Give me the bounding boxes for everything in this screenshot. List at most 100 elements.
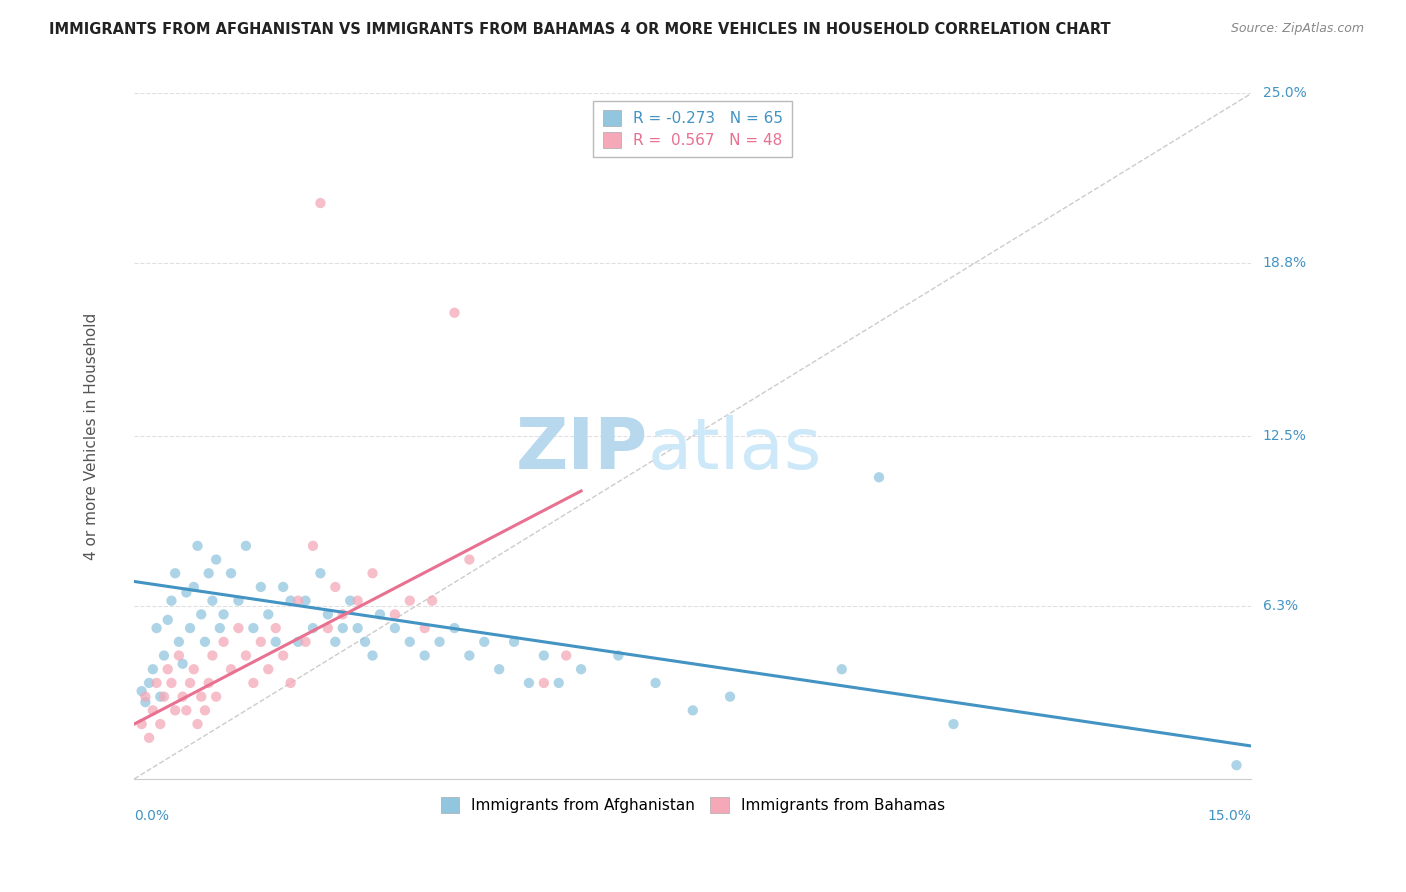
Point — [264, 635, 287, 649]
Point — [368, 607, 391, 622]
Point — [517, 676, 540, 690]
Point — [547, 676, 569, 690]
Point — [156, 613, 179, 627]
Point — [1225, 758, 1247, 772]
Point — [316, 621, 339, 635]
Point — [142, 703, 165, 717]
Legend: Immigrants from Afghanistan, Immigrants from Bahamas: Immigrants from Afghanistan, Immigrants … — [434, 791, 950, 819]
Point — [302, 539, 325, 553]
Point — [361, 566, 384, 581]
Point — [149, 717, 172, 731]
Point — [160, 593, 183, 607]
Text: IMMIGRANTS FROM AFGHANISTAN VS IMMIGRANTS FROM BAHAMAS 4 OR MORE VEHICLES IN HOU: IMMIGRANTS FROM AFGHANISTAN VS IMMIGRANT… — [49, 22, 1111, 37]
Point — [429, 635, 451, 649]
Point — [868, 470, 890, 484]
Point — [228, 593, 250, 607]
Point — [384, 607, 406, 622]
Point — [153, 690, 176, 704]
Point — [212, 607, 235, 622]
Point — [160, 676, 183, 690]
Text: 18.8%: 18.8% — [1263, 256, 1306, 270]
Point — [309, 196, 332, 211]
Point — [718, 690, 741, 704]
Point — [271, 580, 294, 594]
Point — [533, 648, 555, 663]
Point — [294, 593, 316, 607]
Text: 6.3%: 6.3% — [1263, 599, 1298, 613]
Point — [458, 648, 481, 663]
Point — [197, 566, 219, 581]
Point — [398, 593, 420, 607]
Point — [228, 621, 250, 635]
Point — [212, 635, 235, 649]
Point — [287, 593, 309, 607]
Text: 15.0%: 15.0% — [1208, 809, 1251, 823]
Point — [280, 593, 302, 607]
Point — [443, 306, 465, 320]
Point — [194, 635, 217, 649]
Point — [186, 539, 208, 553]
Point — [264, 621, 287, 635]
Point — [280, 676, 302, 690]
Point — [134, 695, 156, 709]
Point — [250, 635, 273, 649]
Text: atlas: atlas — [648, 416, 823, 484]
Point — [242, 621, 264, 635]
Text: 25.0%: 25.0% — [1263, 87, 1306, 101]
Point — [323, 635, 346, 649]
Point — [201, 593, 224, 607]
Point — [287, 635, 309, 649]
Point — [242, 676, 264, 690]
Point — [145, 676, 167, 690]
Point — [533, 676, 555, 690]
Point — [503, 635, 526, 649]
Point — [165, 566, 187, 581]
Point — [183, 662, 205, 676]
Point — [250, 580, 273, 594]
Point — [194, 703, 217, 717]
Point — [179, 676, 201, 690]
Point — [346, 593, 368, 607]
Point — [183, 580, 205, 594]
Point — [142, 662, 165, 676]
Point — [219, 566, 242, 581]
Text: 0.0%: 0.0% — [134, 809, 169, 823]
Point — [149, 690, 172, 704]
Point — [420, 593, 443, 607]
Point — [145, 621, 167, 635]
Point — [235, 539, 257, 553]
Point — [354, 635, 377, 649]
Point — [607, 648, 630, 663]
Point — [323, 580, 346, 594]
Point — [167, 635, 190, 649]
Point — [190, 690, 212, 704]
Point — [302, 621, 325, 635]
Point — [186, 717, 208, 731]
Point — [165, 703, 187, 717]
Point — [398, 635, 420, 649]
Point — [235, 648, 257, 663]
Point — [176, 585, 198, 599]
Point — [257, 662, 280, 676]
Point — [346, 621, 368, 635]
Point — [488, 662, 510, 676]
Point — [361, 648, 384, 663]
Point — [219, 662, 242, 676]
Point — [458, 552, 481, 566]
Point — [153, 648, 176, 663]
Point — [131, 717, 153, 731]
Point — [339, 593, 361, 607]
Text: ZIP: ZIP — [516, 416, 648, 484]
Point — [682, 703, 704, 717]
Point — [644, 676, 666, 690]
Point — [472, 635, 495, 649]
Point — [208, 621, 231, 635]
Text: Source: ZipAtlas.com: Source: ZipAtlas.com — [1230, 22, 1364, 36]
Point — [176, 703, 198, 717]
Point — [413, 621, 436, 635]
Point — [172, 657, 194, 671]
Point — [332, 621, 354, 635]
Text: 4 or more Vehicles in Household: 4 or more Vehicles in Household — [84, 312, 100, 560]
Point — [569, 662, 592, 676]
Point — [555, 648, 578, 663]
